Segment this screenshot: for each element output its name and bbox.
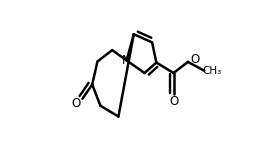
Text: N: N [122,54,131,67]
Text: O: O [190,53,199,66]
Text: O: O [71,97,80,110]
Text: O: O [169,95,178,108]
Text: CH₃: CH₃ [202,66,221,76]
